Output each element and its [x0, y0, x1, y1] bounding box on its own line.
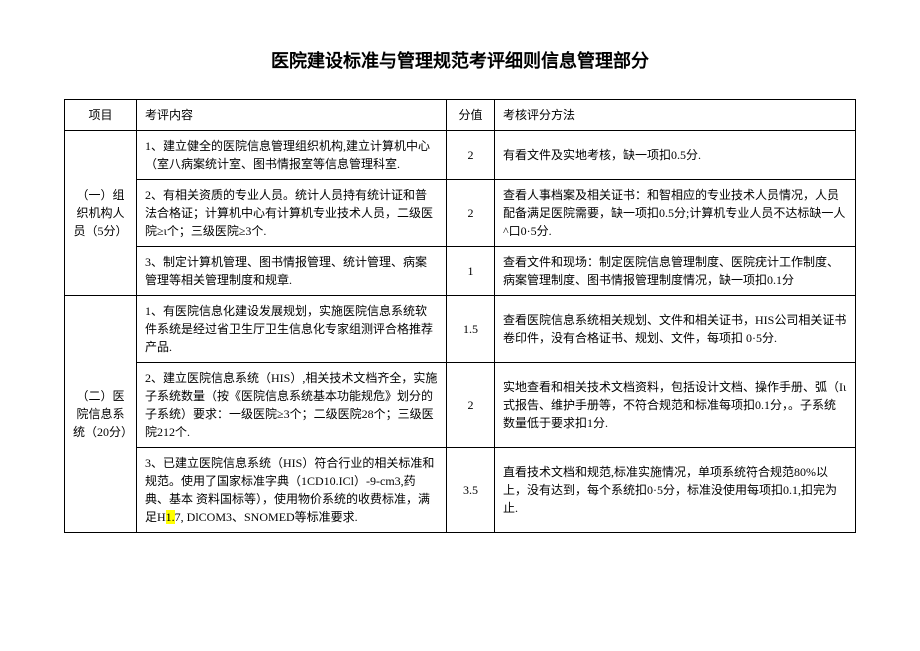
cell-method: 查看人事档案及相关证书：和智相应的专业技术人员情况，人员配备满足医院需要，缺一项…	[495, 180, 856, 247]
table-row: 2、建立医院信息系统（HIS）,相关技术文档齐全，实施子系统数量（按《医院信息系…	[65, 363, 856, 448]
cell-content: 2、建立医院信息系统（HIS）,相关技术文档齐全，实施子系统数量（按《医院信息系…	[137, 363, 447, 448]
header-method: 考核评分方法	[495, 100, 856, 131]
highlighted-text: 1.	[166, 510, 175, 524]
cell-score: 1.5	[447, 296, 495, 363]
cell-method: 实地查看和相关技术文档资料，包括设计文档、操作手册、弧（Iι式报告、维护手册等，…	[495, 363, 856, 448]
content-post: 7, DlCOM3、SNOMED等标准要求.	[175, 510, 358, 524]
cell-score: 1	[447, 247, 495, 296]
table-row: （二）医院信息系统（20分） 1、有医院信息化建设发展规划，实施医院信息系统软件…	[65, 296, 856, 363]
cell-content: 2、有相关资质的专业人员。统计人员持有统计证和普法合格证；计算机中心有计算机专业…	[137, 180, 447, 247]
cell-content: 1、建立健全的医院信息管理组织机构,建立计算机中心（室八病案统计室、图书情报室等…	[137, 131, 447, 180]
table-row: 3、已建立医院信息系统（HIS）符合行业的相关标准和规范。使用了国家标准字典（1…	[65, 448, 856, 533]
table-row: （一）组织机构人员（5分） 1、建立健全的医院信息管理组织机构,建立计算机中心（…	[65, 131, 856, 180]
section-2-label: （二）医院信息系统（20分）	[65, 296, 137, 533]
table-row: 2、有相关资质的专业人员。统计人员持有统计证和普法合格证；计算机中心有计算机专业…	[65, 180, 856, 247]
cell-content: 1、有医院信息化建设发展规划，实施医院信息系统软件系统是经过省卫生厅卫生信息化专…	[137, 296, 447, 363]
cell-score: 2	[447, 363, 495, 448]
section-1-label: （一）组织机构人员（5分）	[65, 131, 137, 296]
header-item: 项目	[65, 100, 137, 131]
page-title: 医院建设标准与管理规范考评细则信息管理部分	[64, 48, 856, 75]
cell-score: 2	[447, 180, 495, 247]
cell-score: 3.5	[447, 448, 495, 533]
cell-content-with-highlight: 3、已建立医院信息系统（HIS）符合行业的相关标准和规范。使用了国家标准字典（1…	[137, 448, 447, 533]
cell-score: 2	[447, 131, 495, 180]
evaluation-table: 项目 考评内容 分值 考核评分方法 （一）组织机构人员（5分） 1、建立健全的医…	[64, 99, 856, 533]
cell-method: 有看文件及实地考核，缺一项扣0.5分.	[495, 131, 856, 180]
header-content: 考评内容	[137, 100, 447, 131]
cell-method: 查看文件和现场：制定医院信息管理制度、医院疣计工作制度、病案管理制度、图书情报管…	[495, 247, 856, 296]
cell-method: 直看技术文档和规范,标准实施情况，单项系统符合规范80%以上，没有达到，每个系统…	[495, 448, 856, 533]
cell-method: 查看医院信息系统相关规划、文件和相关证书，HIS公司相关证书卷印件，没有合格证书…	[495, 296, 856, 363]
table-row: 3、制定计算机管理、图书情报管理、统计管理、病案管理等相关管理制度和规章. 1 …	[65, 247, 856, 296]
cell-content: 3、制定计算机管理、图书情报管理、统计管理、病案管理等相关管理制度和规章.	[137, 247, 447, 296]
table-header-row: 项目 考评内容 分值 考核评分方法	[65, 100, 856, 131]
header-score: 分值	[447, 100, 495, 131]
